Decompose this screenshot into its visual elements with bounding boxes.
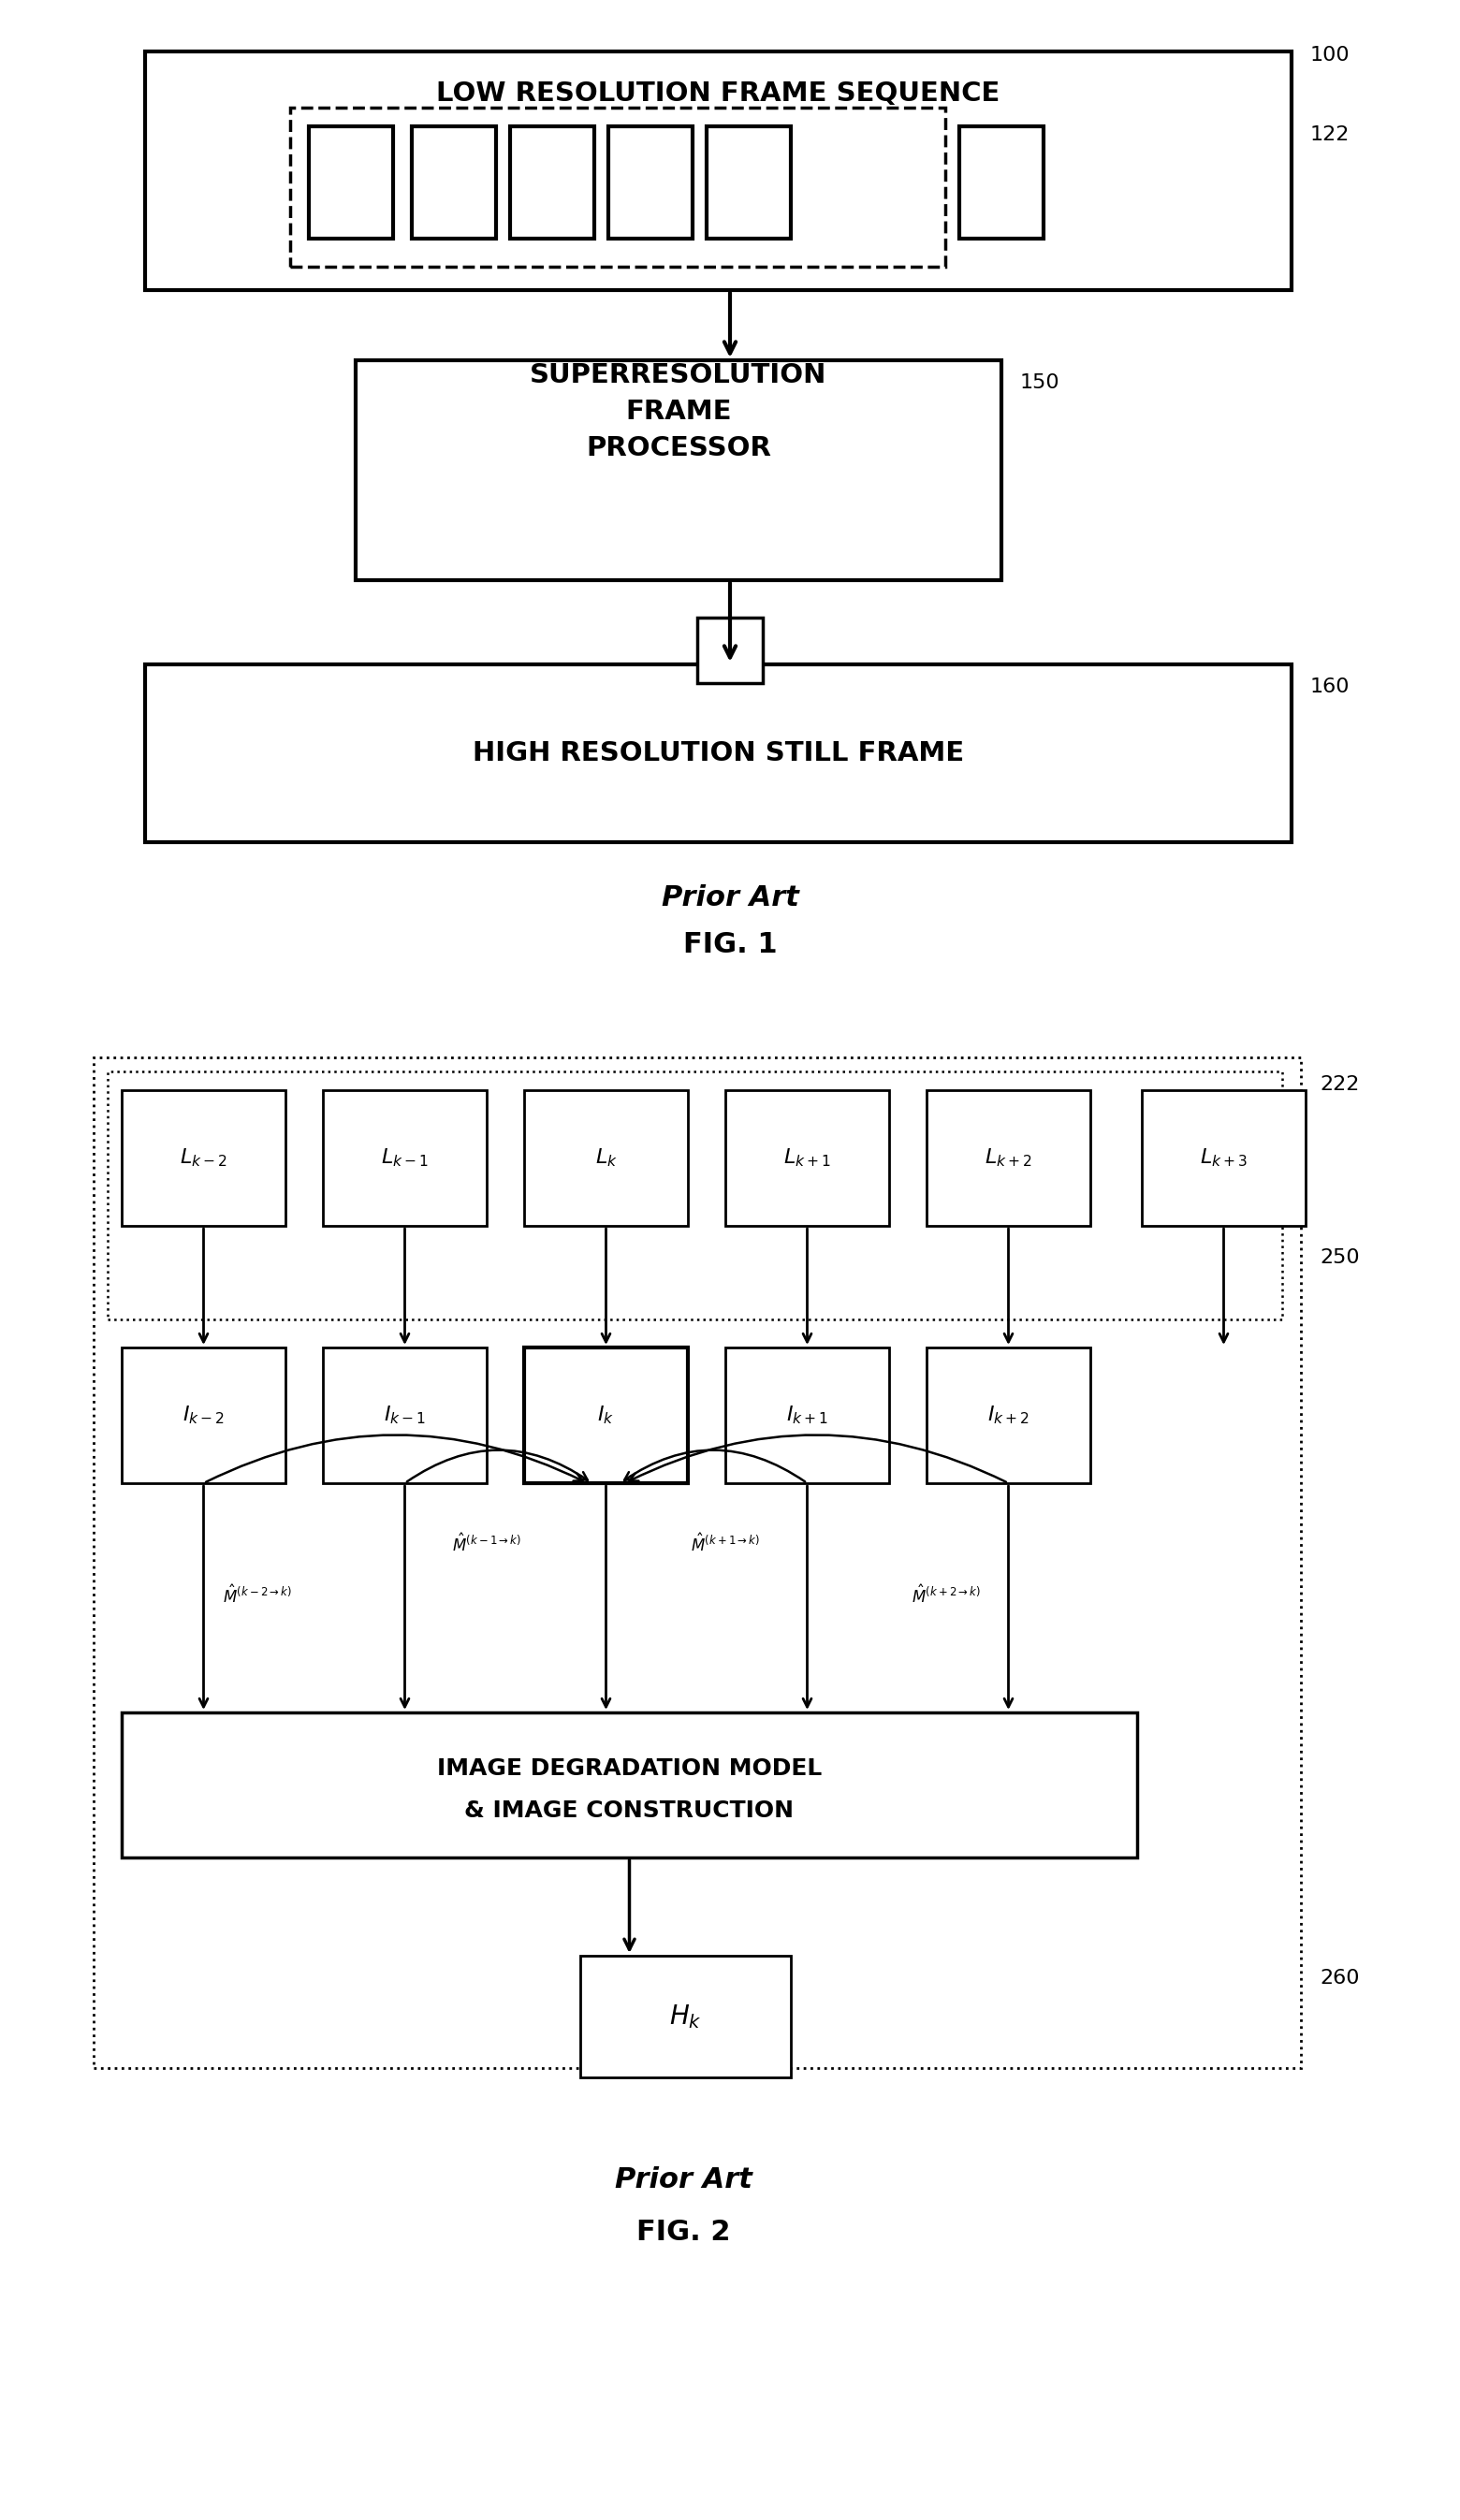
Bar	[323, 1348, 486, 1484]
Bar	[412, 126, 496, 239]
Text: $L_k$: $L_k$	[594, 1147, 618, 1169]
Bar	[726, 1091, 889, 1225]
Text: 160: 160	[1310, 678, 1350, 696]
Bar	[323, 1091, 486, 1225]
Text: FIG. 1: FIG. 1	[683, 932, 777, 958]
Text: $L_{k+1}$: $L_{k+1}$	[784, 1147, 831, 1169]
Bar	[121, 1091, 286, 1225]
Bar	[1142, 1091, 1305, 1225]
Bar	[145, 665, 1292, 842]
Text: 100: 100	[1310, 45, 1350, 66]
Text: $\hat{M}^{(k-1\rightarrow k)}$: $\hat{M}^{(k-1\rightarrow k)}$	[453, 1532, 521, 1555]
Bar	[510, 126, 594, 239]
Bar	[707, 126, 791, 239]
Bar	[524, 1091, 688, 1225]
Bar	[927, 1348, 1091, 1484]
Text: $\hat{M}^{(k-2\rightarrow k)}$: $\hat{M}^{(k-2\rightarrow k)}$	[222, 1585, 292, 1608]
Text: HIGH RESOLUTION STILL FRAME: HIGH RESOLUTION STILL FRAME	[473, 741, 964, 766]
Bar	[93, 1058, 1301, 2069]
Bar	[310, 126, 393, 239]
Text: $L_{k-2}$: $L_{k-2}$	[180, 1147, 228, 1169]
Text: LOW RESOLUTION FRAME SEQUENCE: LOW RESOLUTION FRAME SEQUENCE	[437, 81, 1000, 106]
Bar	[927, 1091, 1091, 1225]
Bar	[108, 1071, 1282, 1320]
Text: $I_{k+1}$: $I_{k+1}$	[785, 1404, 828, 1426]
Text: 222: 222	[1320, 1076, 1359, 1094]
Text: Prior Art: Prior Art	[615, 2167, 752, 2195]
Text: 150: 150	[1021, 373, 1060, 393]
Text: $I_{k-1}$: $I_{k-1}$	[384, 1404, 426, 1426]
Bar	[121, 1348, 286, 1484]
Text: FIG. 2: FIG. 2	[637, 2218, 730, 2245]
Bar	[698, 617, 762, 683]
Bar	[609, 126, 692, 239]
Text: $H_k$: $H_k$	[669, 2003, 702, 2031]
Text: $L_{k+2}$: $L_{k+2}$	[984, 1147, 1032, 1169]
Bar	[524, 1348, 688, 1484]
Text: $\hat{M}^{(k+2\rightarrow k)}$: $\hat{M}^{(k+2\rightarrow k)}$	[911, 1585, 980, 1608]
Text: 260: 260	[1320, 1968, 1359, 1988]
Text: 250: 250	[1320, 1247, 1359, 1268]
Bar	[580, 1956, 791, 2076]
Bar	[121, 1714, 1137, 1857]
Text: 122: 122	[1310, 126, 1350, 144]
Text: IMAGE DEGRADATION MODEL: IMAGE DEGRADATION MODEL	[437, 1756, 822, 1779]
Bar	[145, 50, 1292, 290]
Text: & IMAGE CONSTRUCTION: & IMAGE CONSTRUCTION	[464, 1799, 794, 1822]
Bar	[291, 108, 945, 267]
Bar	[356, 360, 1002, 580]
Text: $I_{k+2}$: $I_{k+2}$	[987, 1404, 1029, 1426]
Text: SUPERRESOLUTION
FRAME
PROCESSOR: SUPERRESOLUTION FRAME PROCESSOR	[530, 363, 826, 461]
Text: $L_{k+3}$: $L_{k+3}$	[1200, 1147, 1247, 1169]
Text: $I_k$: $I_k$	[597, 1404, 615, 1426]
Text: $\hat{M}^{(k+1\rightarrow k)}$: $\hat{M}^{(k+1\rightarrow k)}$	[691, 1532, 761, 1555]
Bar	[959, 126, 1044, 239]
Text: Prior Art: Prior Art	[661, 885, 799, 912]
Bar	[726, 1348, 889, 1484]
Text: $L_{k-1}$: $L_{k-1}$	[381, 1147, 429, 1169]
Text: $I_{k-2}$: $I_{k-2}$	[182, 1404, 225, 1426]
